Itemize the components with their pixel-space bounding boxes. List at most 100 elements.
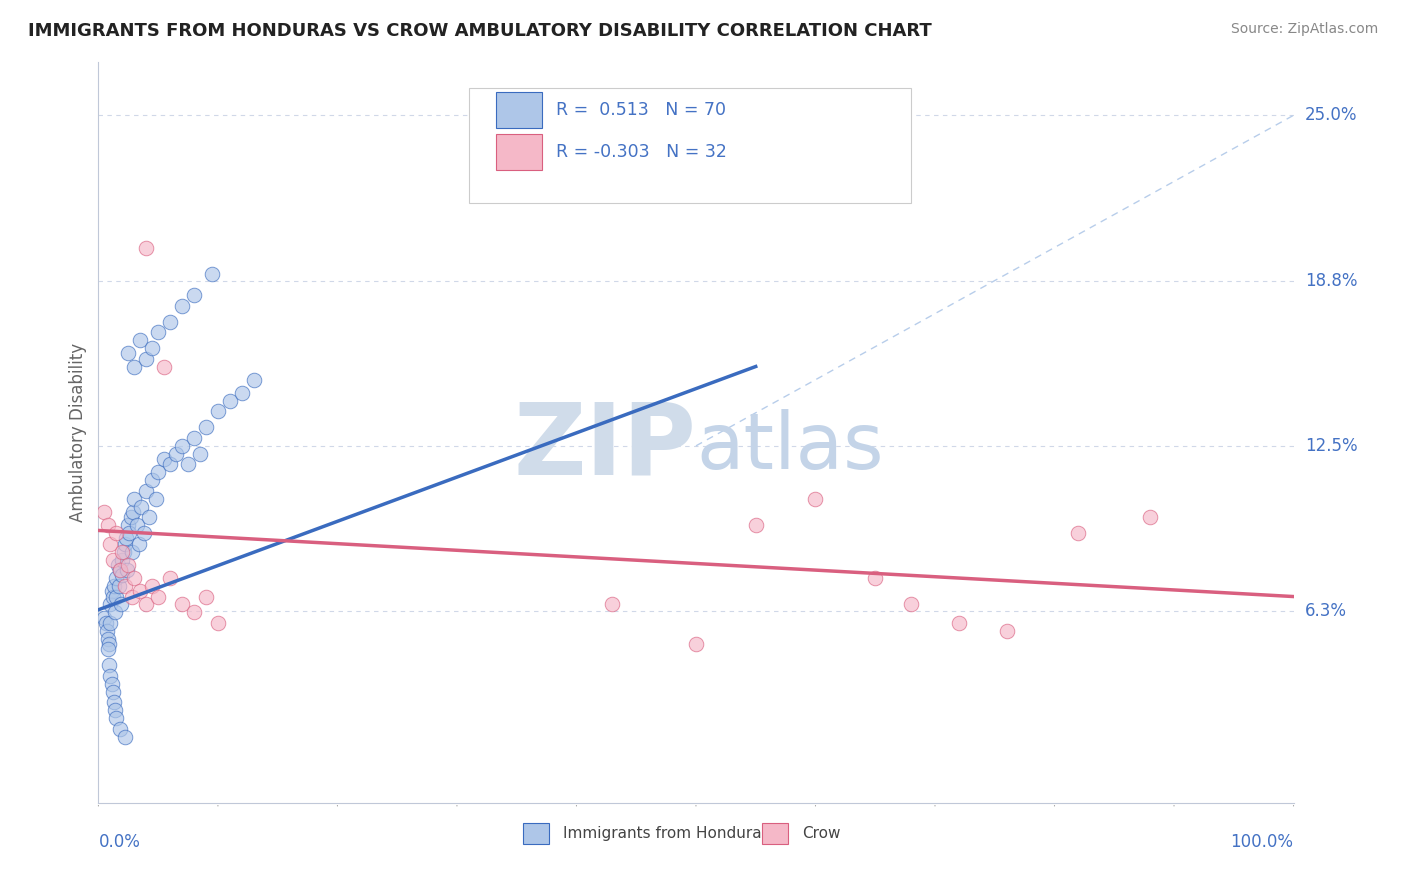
Point	[148, 465, 170, 479]
Point	[995, 624, 1018, 638]
Point	[98, 598, 122, 612]
Point	[105, 711, 128, 725]
Point	[107, 579, 129, 593]
Point	[207, 615, 229, 630]
Point	[124, 359, 146, 374]
Point	[172, 299, 194, 313]
Point	[148, 590, 170, 604]
Text: 25.0%: 25.0%	[1305, 106, 1357, 124]
Text: IMMIGRANTS FROM HONDURAS VS CROW AMBULATORY DISABILITY CORRELATION CHART: IMMIGRANTS FROM HONDURAS VS CROW AMBULAT…	[28, 22, 932, 40]
Point	[105, 590, 128, 604]
Point	[98, 658, 121, 673]
Point	[111, 568, 134, 582]
Point	[114, 579, 136, 593]
Point	[108, 563, 131, 577]
Point	[117, 346, 139, 360]
Point	[231, 386, 253, 401]
Point	[121, 590, 143, 604]
Point	[195, 590, 218, 604]
Point	[108, 563, 131, 577]
Point	[101, 685, 124, 699]
Point	[745, 518, 768, 533]
Point	[112, 544, 135, 558]
Point	[135, 598, 157, 612]
Point	[124, 571, 146, 585]
Point	[104, 703, 127, 717]
Point	[103, 695, 125, 709]
Point	[110, 598, 132, 612]
Point	[195, 420, 218, 434]
Text: 6.3%: 6.3%	[1305, 602, 1347, 620]
Y-axis label: Ambulatory Disability: Ambulatory Disability	[69, 343, 87, 522]
FancyBboxPatch shape	[496, 92, 541, 128]
Point	[105, 526, 128, 541]
Point	[111, 544, 134, 558]
FancyBboxPatch shape	[762, 822, 787, 844]
Point	[141, 341, 163, 355]
Point	[100, 584, 122, 599]
Point	[124, 491, 146, 506]
Text: 100.0%: 100.0%	[1230, 833, 1294, 851]
Point	[117, 518, 139, 533]
Point	[101, 552, 124, 566]
Point	[138, 510, 160, 524]
Point	[135, 240, 157, 255]
Point	[183, 288, 205, 302]
Point	[183, 606, 205, 620]
Point	[183, 431, 205, 445]
Point	[97, 642, 120, 657]
Point	[105, 571, 128, 585]
Text: 0.0%: 0.0%	[98, 833, 141, 851]
Point	[132, 526, 155, 541]
Point	[1139, 510, 1161, 524]
Point	[97, 518, 120, 533]
Point	[900, 598, 922, 612]
Point	[145, 491, 167, 506]
Point	[135, 351, 157, 366]
Point	[602, 598, 624, 612]
Point	[153, 359, 176, 374]
Point	[120, 510, 142, 524]
Point	[103, 579, 125, 593]
Point	[177, 458, 200, 472]
Point	[98, 615, 122, 630]
Text: atlas: atlas	[696, 409, 883, 485]
Point	[115, 532, 138, 546]
Point	[172, 439, 194, 453]
Point	[121, 544, 143, 558]
Point	[97, 632, 120, 646]
Point	[685, 637, 707, 651]
Point	[948, 615, 970, 630]
Point	[117, 558, 139, 572]
Point	[131, 500, 153, 514]
Point	[129, 333, 152, 347]
Point	[96, 624, 118, 638]
Point	[128, 536, 150, 550]
Point	[207, 404, 229, 418]
FancyBboxPatch shape	[470, 88, 911, 203]
Text: Source: ZipAtlas.com: Source: ZipAtlas.com	[1230, 22, 1378, 37]
Point	[100, 677, 122, 691]
Text: R = -0.303   N = 32: R = -0.303 N = 32	[557, 143, 727, 161]
Point	[98, 637, 121, 651]
Point	[141, 579, 163, 593]
Point	[114, 730, 136, 744]
Point	[111, 552, 134, 566]
Point	[148, 325, 170, 339]
Point	[243, 373, 266, 387]
Point	[201, 267, 224, 281]
Point	[101, 590, 124, 604]
Point	[98, 669, 122, 683]
Point	[107, 558, 129, 572]
Point	[141, 473, 163, 487]
Point	[153, 452, 176, 467]
Point	[94, 615, 117, 630]
Text: ZIP: ZIP	[513, 399, 696, 496]
Text: R =  0.513   N = 70: R = 0.513 N = 70	[557, 101, 725, 119]
Text: 12.5%: 12.5%	[1305, 437, 1357, 455]
Point	[219, 393, 242, 408]
Point	[104, 606, 127, 620]
Point	[108, 722, 131, 736]
FancyBboxPatch shape	[523, 822, 548, 844]
Text: 18.8%: 18.8%	[1305, 271, 1357, 290]
